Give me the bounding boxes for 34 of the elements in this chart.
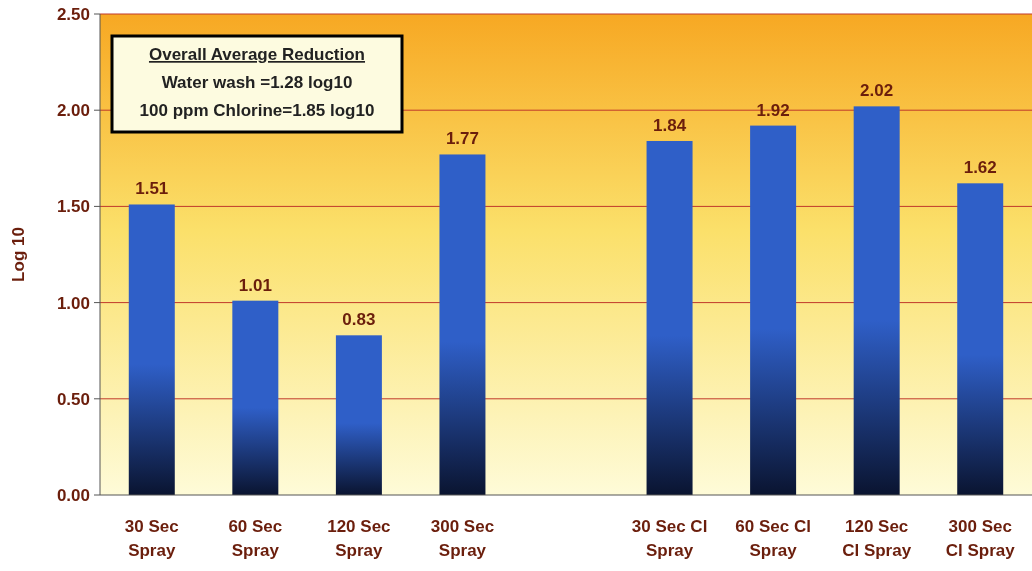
annotation: Overall Average Reduction xyxy=(148,45,366,64)
x-tick-label: 300 Sec Cl Spray xyxy=(945,517,1016,560)
data-label: 1.84 xyxy=(653,115,687,135)
data-label: 0.83 xyxy=(342,310,376,330)
x-tick-label: 120 Sec Spray xyxy=(327,517,391,560)
data-label: 1.51 xyxy=(135,179,169,199)
y-tick-label: 1.00 xyxy=(56,293,90,313)
x-tick-label: 60 Sec Spray xyxy=(228,517,283,560)
data-label: 1.62 xyxy=(963,158,997,178)
y-tick-label: 0.50 xyxy=(56,389,90,409)
bar xyxy=(646,140,693,495)
bar xyxy=(750,125,797,495)
data-label: 2.02 xyxy=(860,81,894,101)
y-tick-label: 0.00 xyxy=(56,485,90,505)
x-tick-label: 300 Sec Spray xyxy=(430,517,495,560)
bar xyxy=(439,154,486,495)
y-tick-label: 2.50 xyxy=(56,4,90,24)
bar xyxy=(957,183,1004,495)
x-tick-label: 120 Sec Cl Spray xyxy=(842,517,912,560)
y-tick-label: 2.00 xyxy=(56,101,90,121)
data-label: 1.77 xyxy=(445,129,479,149)
annotation: Water wash =1.28 log10 xyxy=(161,73,353,92)
annotation: 100 ppm Chlorine=1.85 log10 xyxy=(139,101,375,120)
bar xyxy=(335,335,382,495)
data-label: 1.01 xyxy=(238,275,272,295)
bar xyxy=(853,106,900,495)
bar xyxy=(128,204,175,495)
y-tick-label: 1.50 xyxy=(56,197,90,217)
y-axis-title: Log 10 xyxy=(9,227,28,282)
bar xyxy=(232,300,279,495)
x-tick-label: 60 Sec Cl Spray xyxy=(735,517,811,560)
x-tick-label: 30 Sec Cl Spray xyxy=(631,517,708,560)
x-tick-label: 30 Sec Spray xyxy=(124,517,179,560)
note-box: Overall Average Reduction Water wash =1.28 log10 100 ppm Chlorine=1.85 log10 xyxy=(110,34,404,134)
